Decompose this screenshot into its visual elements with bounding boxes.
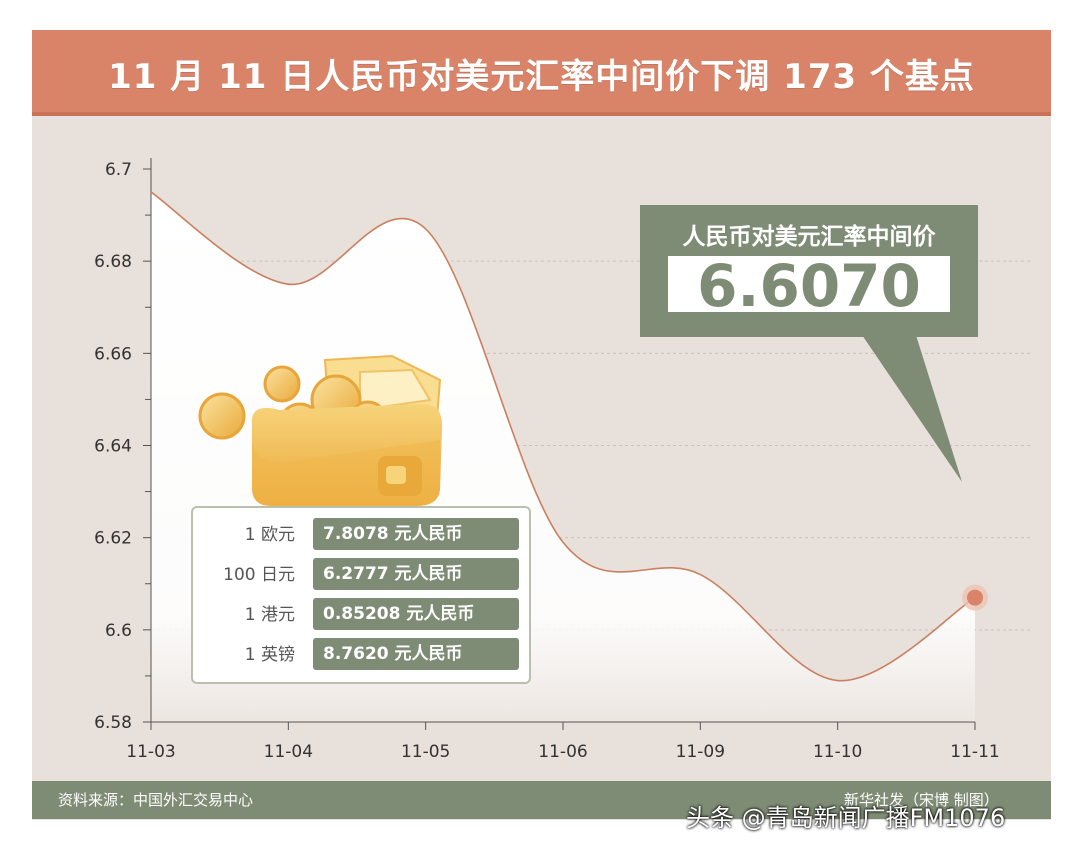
x-tick-label: 11-05 (401, 742, 450, 762)
y-tick-labels: 6.7 6.68 6.66 6.64 6.62 6.6 6.58 (94, 160, 132, 733)
rate-value: 8.7620 元人民币 (313, 638, 519, 670)
x-tick-label: 11-09 (676, 742, 725, 762)
y-tick-label: 6.62 (94, 529, 132, 549)
data-point (967, 589, 983, 606)
rate-label: 1 港元 (244, 605, 295, 625)
rate-row: 100 日元 6.2777 元人民币 (193, 558, 533, 592)
series-line (150, 191, 976, 682)
data-points (962, 584, 988, 611)
chart-title: 11 月 11 日人民币对美元汇率中间价下调 173 个基点 (108, 56, 975, 97)
rate-label: 1 英镑 (244, 645, 295, 665)
x-tick-label: 11-11 (950, 742, 999, 762)
title-bar: 11 月 11 日人民币对美元汇率中间价下调 173 个基点 (32, 30, 1051, 116)
callout-pointer (860, 332, 962, 482)
rate-row: 1 欧元 7.8078 元人民币 (193, 518, 533, 552)
y-tick-label: 6.66 (94, 344, 132, 364)
x-tick-label: 11-04 (264, 742, 313, 762)
callout-title: 人民币对美元汇率中间价 (683, 223, 937, 250)
y-tick-label: 6.58 (94, 713, 132, 733)
callout-value: 6.6070 (697, 252, 921, 320)
y-tick-label: 6.68 (94, 252, 132, 272)
rate-label: 1 欧元 (244, 525, 295, 545)
rate-row: 1 英镑 8.7620 元人民币 (193, 638, 533, 672)
callout: 人民币对美元汇率中间价 6.6070 (640, 205, 978, 482)
x-tick-labels: 11-03 11-04 11-05 11-06 11-09 11-10 11-11 (126, 742, 999, 762)
footer-bar: 资料来源：中国外汇交易中心 新华社发（宋博 制图） (32, 781, 1051, 819)
x-tick-label: 11-03 (126, 742, 175, 762)
rate-row: 1 港元 0.85208 元人民币 (193, 598, 533, 632)
y-tick-label: 6.64 (94, 437, 132, 457)
rate-value: 6.2777 元人民币 (313, 558, 519, 590)
y-tick-label: 6.6 (105, 621, 132, 641)
rate-value: 7.8078 元人民币 (313, 518, 519, 550)
callout-value-box (668, 256, 950, 312)
footer-source: 资料来源：中国外汇交易中心 (58, 791, 254, 809)
x-tick-label: 11-06 (538, 742, 587, 762)
rate-label: 100 日元 (223, 565, 295, 585)
x-tick-label: 11-10 (813, 742, 862, 762)
rate-value: 0.85208 元人民币 (313, 598, 519, 630)
y-tick-label: 6.7 (105, 160, 132, 180)
axes (143, 158, 976, 730)
footer-credit: 新华社发（宋博 制图） (844, 791, 999, 809)
watermark: 头条 @青岛新闻广播FM1076 (686, 804, 1006, 832)
wallet-coins-icon (198, 354, 443, 506)
exchange-rates-box: 1 欧元 7.8078 元人民币 100 日元 6.2777 元人民币 1 港元… (191, 506, 531, 684)
